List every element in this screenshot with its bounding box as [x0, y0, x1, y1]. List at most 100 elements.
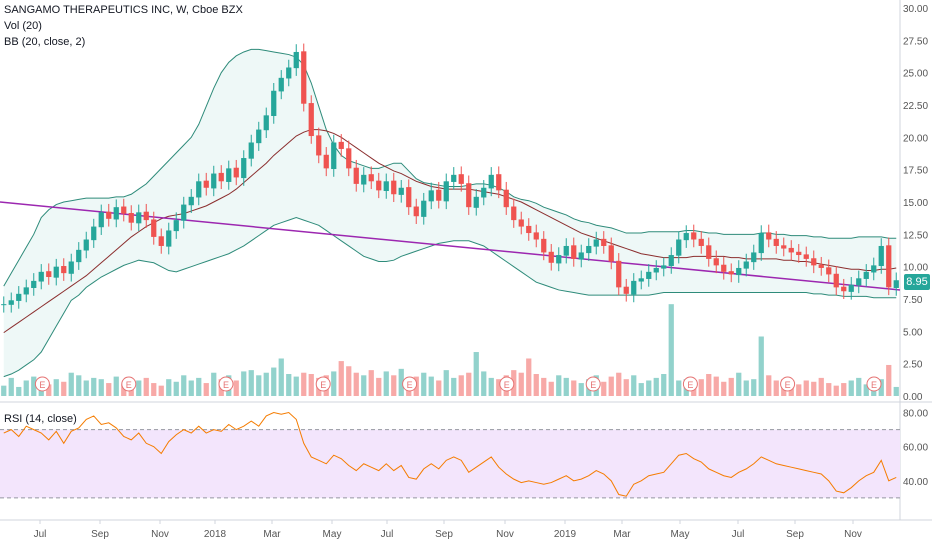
candle-body — [211, 173, 217, 189]
candle-body — [878, 245, 884, 267]
volume-bar — [68, 372, 74, 396]
time-axis-label: 2019 — [554, 529, 577, 540]
volume-bar — [428, 376, 434, 396]
candle-body — [871, 265, 877, 273]
volume-bar — [256, 375, 262, 396]
candle-body — [683, 233, 689, 241]
candle-body — [773, 238, 779, 246]
candle-body — [376, 180, 382, 191]
candle-body — [833, 273, 839, 288]
volume-bar — [646, 380, 652, 396]
volume-bar — [661, 374, 667, 396]
candle-body — [278, 77, 284, 92]
symbol-title: SANGAMO THERAPEUTICS INC, W, Cboe BZX — [4, 4, 243, 16]
bb-upper-line — [3, 48, 897, 287]
candle-body — [728, 271, 734, 275]
candle-body — [668, 255, 674, 267]
candle-body — [83, 239, 89, 251]
candle-body — [638, 278, 644, 282]
volume-bar — [638, 383, 644, 396]
time-axis-label: Nov — [844, 529, 862, 540]
candle-body — [548, 251, 554, 263]
earnings-marker — [402, 376, 418, 392]
candle-body — [323, 154, 329, 169]
volume-bar — [91, 377, 97, 396]
volume-bar — [248, 370, 254, 396]
candle-body — [826, 267, 832, 275]
candle-body — [301, 51, 307, 104]
earnings-marker-label: E — [407, 380, 413, 390]
volume-bar — [158, 385, 164, 396]
volume-bar — [856, 377, 862, 396]
volume-bar — [196, 377, 202, 396]
candle-body — [1, 304, 7, 306]
candle-body — [106, 211, 112, 219]
candle-body — [31, 280, 37, 289]
candle-body — [338, 141, 344, 149]
candle-body — [413, 206, 419, 217]
earnings-marker — [682, 376, 698, 392]
volume-bar — [623, 379, 629, 396]
volume-bar — [721, 381, 727, 396]
candle-body — [38, 271, 44, 282]
candle-body — [46, 271, 52, 278]
candle-body — [181, 204, 187, 221]
candle-body — [691, 232, 697, 240]
earnings-marker — [866, 376, 882, 392]
last-price-tag: 8.95 — [904, 274, 930, 290]
time-axis-label: 2018 — [204, 529, 227, 540]
volume-bar — [451, 377, 457, 396]
price-tick-label: 7.50 — [903, 295, 923, 306]
volume-bar — [728, 377, 734, 396]
volume-bar — [458, 375, 464, 396]
volume-bar — [398, 368, 404, 396]
candle-body — [481, 187, 487, 198]
candle-body — [676, 239, 682, 256]
volume-bar — [76, 375, 82, 396]
price-tick-label: 2.50 — [903, 360, 923, 371]
candle-body — [893, 280, 899, 289]
time-axis-label: Jul — [381, 529, 394, 540]
candle-body — [631, 280, 637, 295]
rsi-tick-label: 40.00 — [903, 477, 928, 488]
candle-body — [848, 284, 854, 292]
candle-body — [16, 293, 22, 301]
volume-bar — [556, 375, 562, 396]
candle-body — [143, 211, 149, 221]
candle-body — [443, 181, 449, 202]
volume-bar — [736, 372, 742, 396]
volume-bar — [8, 377, 14, 396]
candle-body — [473, 196, 479, 208]
volume-bar — [533, 374, 539, 396]
candle-body — [496, 174, 502, 191]
price-tick-label: 0.00 — [903, 392, 923, 403]
candle-body — [391, 180, 397, 195]
volume-bar — [188, 380, 194, 396]
candle-body — [706, 245, 712, 259]
price-tick-label: 20.00 — [903, 133, 928, 144]
volume-bar — [796, 384, 802, 396]
volume-bar — [601, 381, 607, 396]
candle-body — [406, 187, 412, 208]
volume-bar — [293, 376, 299, 396]
earnings-marker-label: E — [39, 380, 45, 390]
candle-body — [353, 167, 359, 184]
volume-bar — [338, 361, 344, 396]
candle-body — [811, 258, 817, 266]
volume-bar — [758, 336, 764, 396]
volume-bar — [698, 379, 704, 396]
candle-body — [91, 226, 97, 241]
candle-body — [751, 252, 757, 263]
volume-bar — [151, 383, 157, 396]
volume-bar — [833, 385, 839, 396]
earnings-marker-label: E — [126, 380, 132, 390]
candle-body — [76, 249, 82, 263]
volume-bar — [136, 380, 142, 396]
volume-bar — [706, 374, 712, 396]
volume-bar — [23, 380, 29, 396]
earnings-marker — [585, 376, 601, 392]
volume-bar — [53, 379, 59, 396]
candle-body — [53, 266, 59, 278]
